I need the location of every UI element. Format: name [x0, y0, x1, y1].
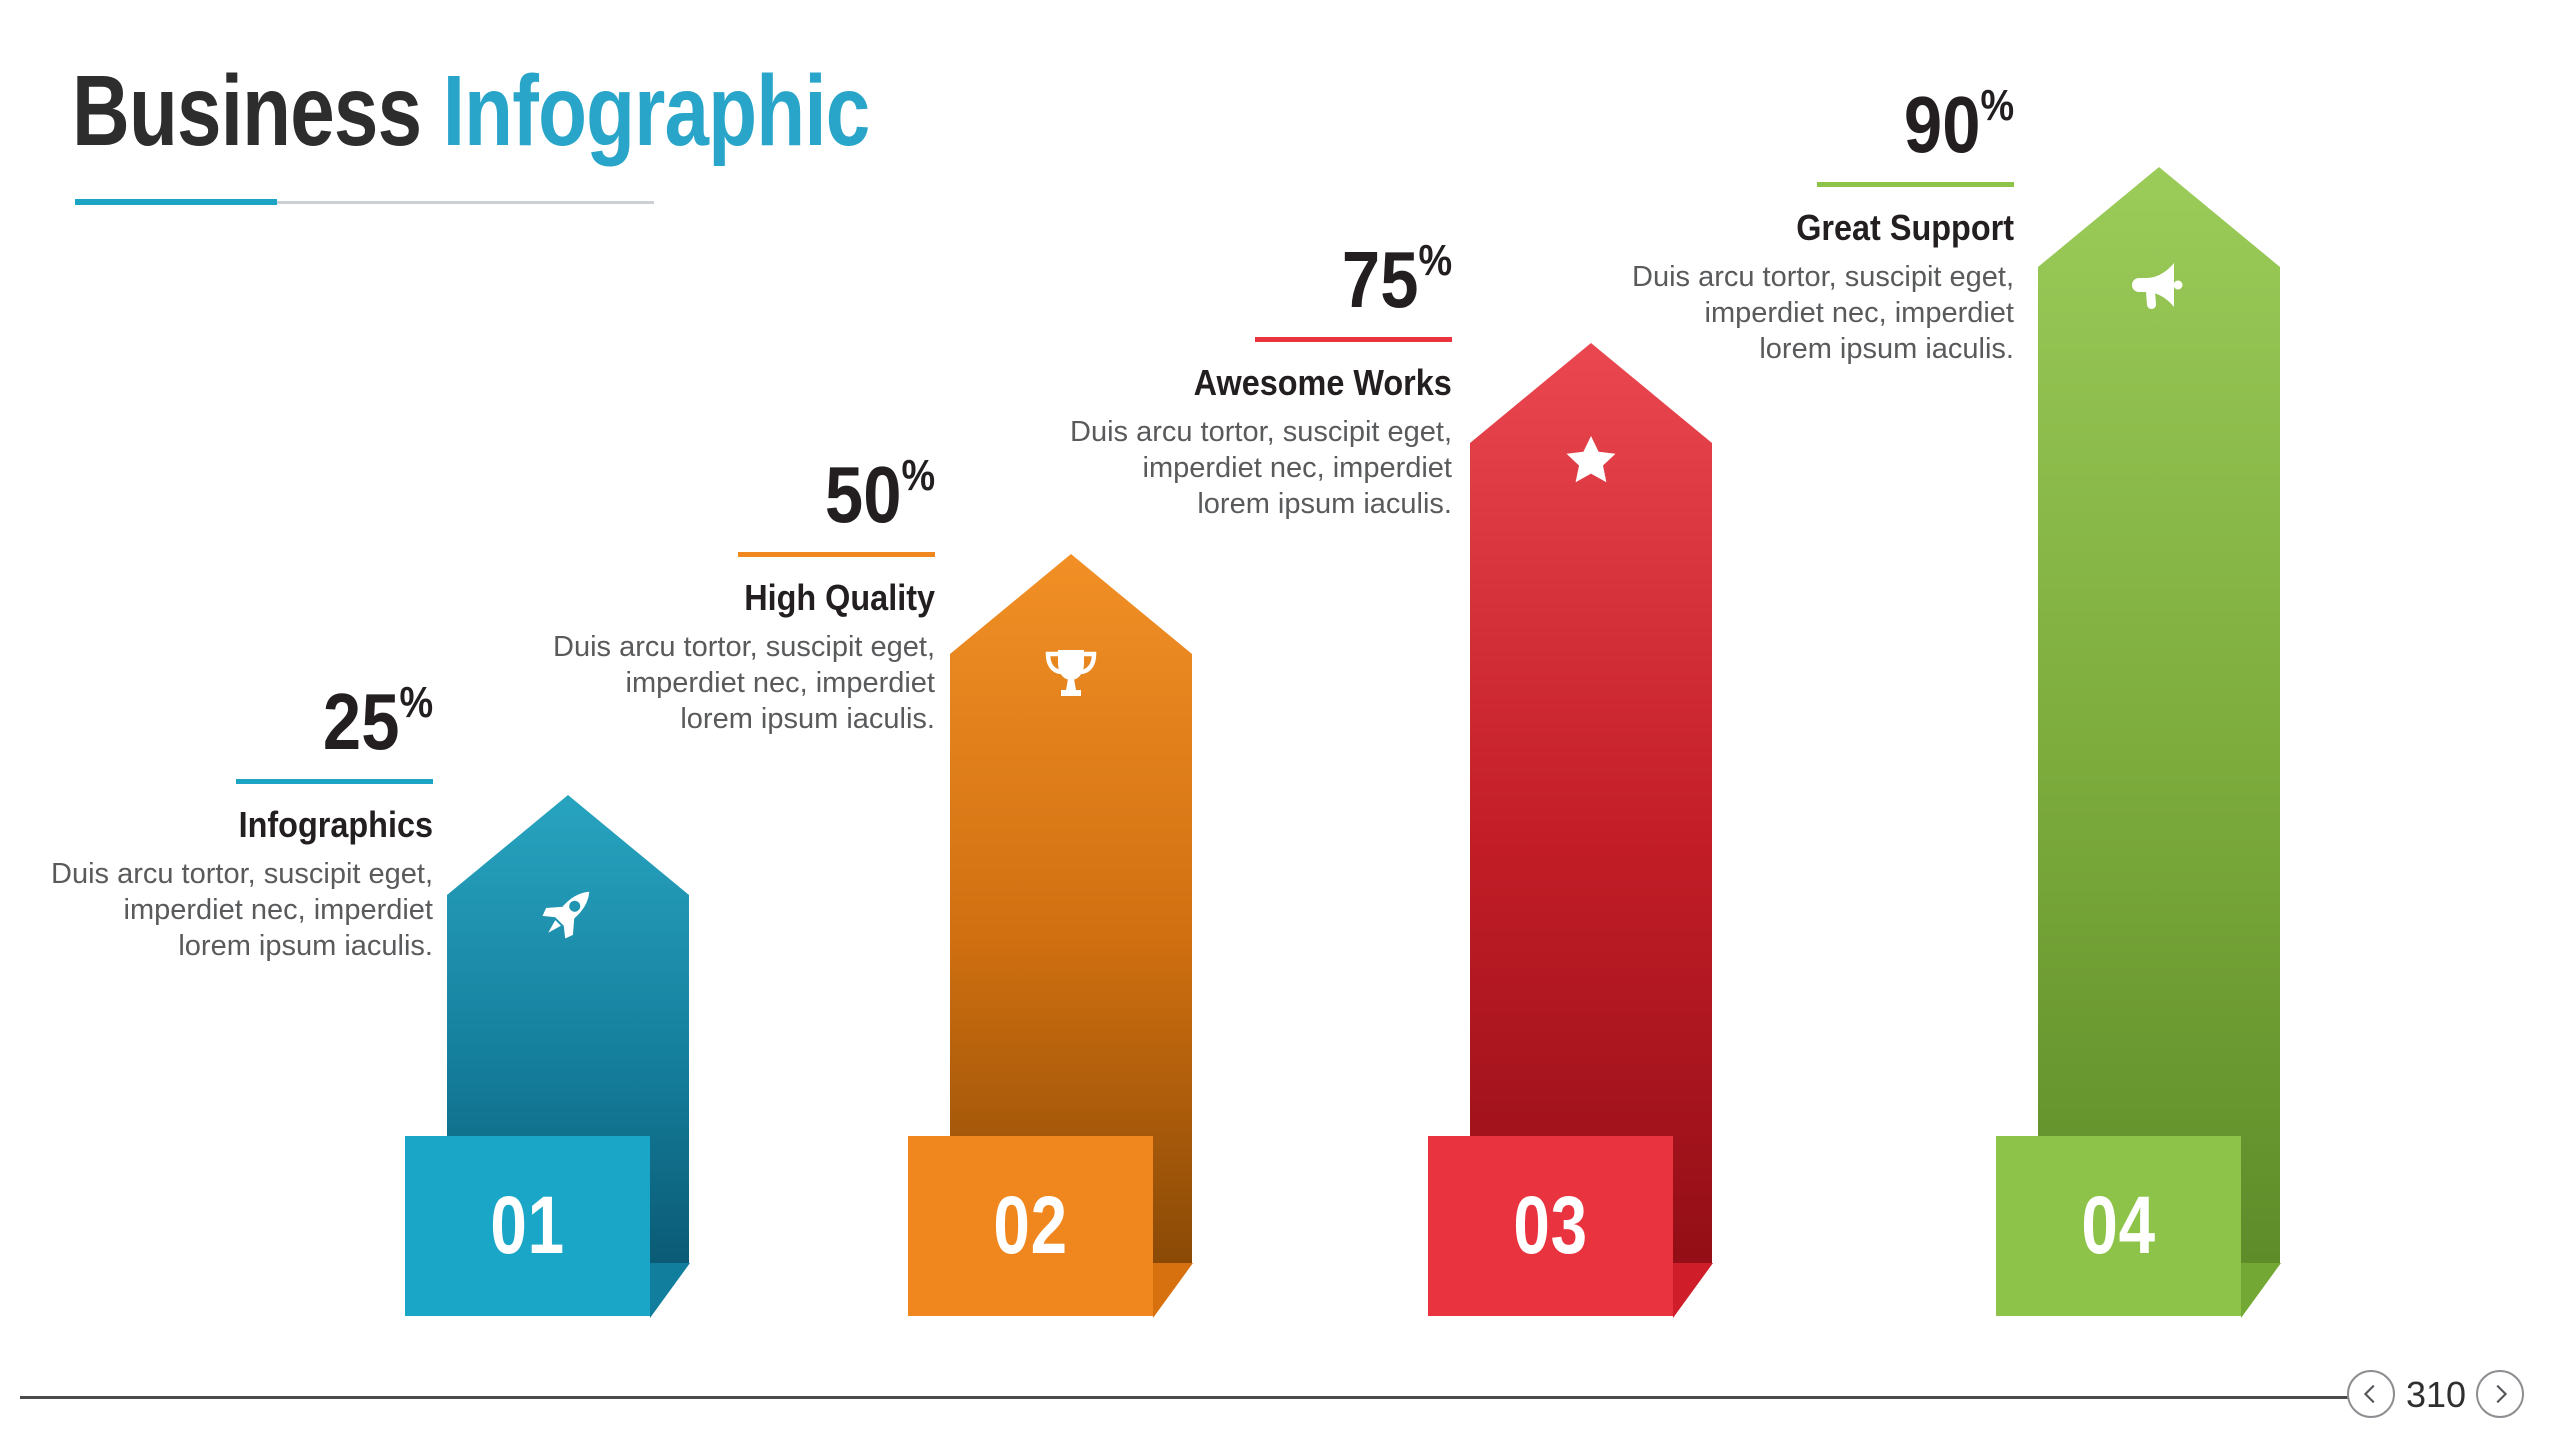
accent-rule [1255, 337, 1452, 342]
unit-heading: Infographics [238, 804, 433, 845]
unit-body: Duis arcu tortor, suscipit eget, imperdie… [1632, 261, 2014, 365]
accent-rule [236, 779, 433, 784]
unit-heading: Awesome Works [1193, 362, 1452, 403]
percent-value: 50% [824, 450, 935, 539]
unit-heading: High Quality [744, 577, 935, 618]
base-label-box: 01 [405, 1136, 650, 1316]
title-accent: Infographic [442, 55, 871, 167]
ribbon-fold [650, 1263, 690, 1318]
base-label-box: 03 [1428, 1136, 1673, 1316]
next-slide-button[interactable] [2476, 1370, 2524, 1418]
unit-body: Duis arcu tortor, suscipit eget, imperdie… [553, 631, 935, 735]
megaphone-icon [2127, 253, 2191, 317]
arrow-column [1470, 343, 1712, 1263]
title-dark: Business [72, 55, 422, 167]
text-block-1: 25% Infographics Duis arcu tortor, susci… [3, 677, 433, 964]
text-block-3: 75% Awesome Works Duis arcu tortor, susc… [1022, 235, 1452, 522]
percent-value: 25% [322, 677, 433, 766]
ribbon-fold [1673, 1263, 1713, 1318]
step-number: 01 [490, 1180, 565, 1271]
title-underline-accent [75, 199, 277, 205]
step-number: 04 [2081, 1180, 2156, 1271]
base-label-box: 02 [908, 1136, 1153, 1316]
arrow-column [2038, 167, 2280, 1263]
chevron-right-icon [2496, 1384, 2508, 1404]
page-title: Business Infographic [72, 52, 870, 170]
step-number: 03 [1513, 1180, 1588, 1271]
text-block-2: 50% High Quality Duis arcu tortor, susci… [505, 450, 935, 737]
accent-rule [738, 552, 935, 557]
page-number: 310 [2405, 1374, 2467, 1415]
unit-body: Duis arcu tortor, suscipit eget, imperdie… [51, 858, 433, 962]
prev-slide-button[interactable] [2347, 1370, 2395, 1418]
percent-value: 75% [1341, 235, 1452, 324]
trophy-icon [1039, 640, 1103, 704]
star-icon [1559, 429, 1623, 493]
step-number: 02 [993, 1180, 1068, 1271]
ribbon-fold [1153, 1263, 1193, 1318]
ribbon-fold [2241, 1263, 2281, 1318]
rocket-icon [536, 881, 600, 945]
unit-body: Duis arcu tortor, suscipit eget, imperdie… [1070, 416, 1452, 520]
base-label-box: 04 [1996, 1136, 2241, 1316]
unit-heading: Great Support [1796, 207, 2014, 248]
text-block-4: 90% Great Support Duis arcu tortor, susc… [1584, 80, 2014, 367]
accent-rule [1817, 182, 2014, 187]
chevron-left-icon [2363, 1384, 2375, 1404]
footer-divider [20, 1396, 2348, 1399]
title-underline-gray [277, 201, 654, 204]
percent-value: 90% [1903, 80, 2014, 169]
